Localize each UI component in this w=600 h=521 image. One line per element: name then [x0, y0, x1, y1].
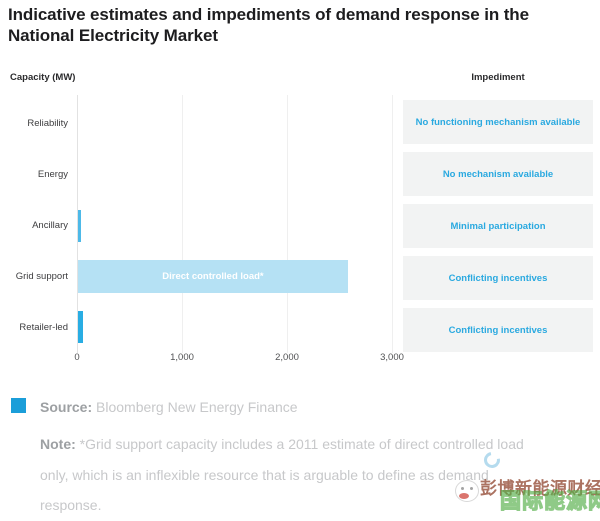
x-tick-0: 0 — [74, 352, 80, 363]
source-label: Source: — [40, 399, 93, 415]
capacity-axis-header: Capacity (MW) — [10, 72, 76, 83]
note-block: Note: *Grid support capacity includes a … — [40, 429, 550, 521]
note-text: *Grid support capacity includes a 2011 e… — [40, 436, 524, 513]
impediment-box-ancillary: Minimal participation — [403, 204, 593, 248]
category-label-retailer-led: Retailer-led — [19, 322, 68, 333]
category-label-reliability: Reliability — [27, 118, 68, 129]
gridline-0 — [77, 95, 78, 353]
impediment-box-energy: No mechanism available — [403, 152, 593, 196]
impediment-box-retailer-led: Conflicting incentives — [403, 308, 593, 352]
impediment-column-header: Impediment — [471, 72, 525, 83]
impediment-box-reliability: No functioning mechanism available — [403, 100, 593, 144]
bar-ancillary — [78, 210, 82, 242]
bar-grid-support: Direct controlled load* — [78, 260, 348, 293]
category-label-energy: Energy — [37, 169, 68, 180]
gridline-3000 — [392, 95, 393, 353]
source-text: Bloomberg New Energy Finance — [96, 399, 298, 415]
bar-retailer-led — [78, 311, 83, 343]
category-label-ancillary: Ancillary — [32, 220, 68, 231]
legend-square-icon — [11, 398, 26, 413]
gridline-2000 — [287, 95, 288, 353]
x-tick-1000: 1,000 — [170, 352, 194, 363]
bar-value-label: Direct controlled load* — [162, 271, 264, 282]
x-tick-3000: 3,000 — [380, 352, 404, 363]
x-tick-2000: 2,000 — [275, 352, 299, 363]
note-label: Note: — [40, 436, 76, 452]
category-label-grid-support: Grid support — [15, 271, 68, 282]
gridline-1000 — [182, 95, 183, 353]
impediment-box-grid-support: Conflicting incentives — [403, 256, 593, 300]
source-line: Source: Bloomberg New Energy Finance — [40, 399, 298, 415]
chart-title: Indicative estimates and impediments of … — [8, 5, 529, 45]
